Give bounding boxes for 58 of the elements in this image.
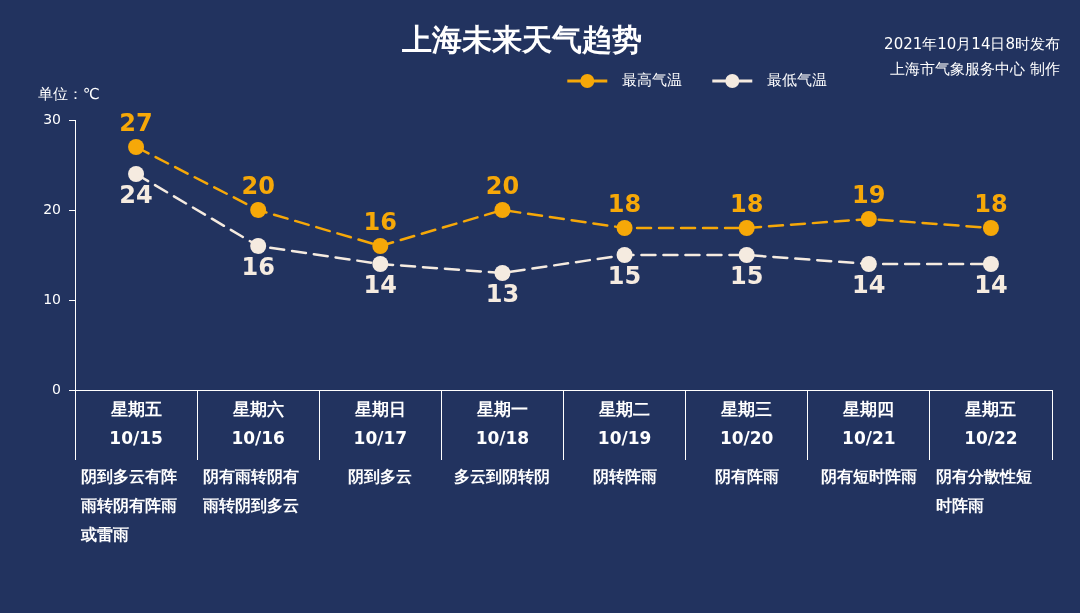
data-label: 20	[485, 172, 520, 201]
point	[128, 166, 145, 182]
x-tick-label: 星期四 10/21	[842, 398, 896, 448]
legend-label: 最低气温	[767, 70, 828, 89]
point	[494, 202, 511, 218]
data-label: 14	[852, 271, 886, 300]
data-label: 27	[119, 109, 153, 138]
y-axis-title: 单位：℃	[38, 84, 100, 103]
x-tick-label: 星期五 10/15	[109, 398, 163, 448]
chart-title: 上海未来天气趋势	[401, 21, 642, 57]
data-label: 18	[729, 190, 764, 219]
x-tick-label: 星期一 10/18	[475, 398, 530, 448]
data-label: 15	[607, 262, 642, 291]
point	[738, 247, 755, 263]
data-label: 19	[852, 181, 886, 210]
data-label: 16	[241, 253, 275, 282]
text: 阴有短时阵雨	[820, 467, 917, 487]
text: 阴到多云	[348, 467, 413, 487]
data-label: 14	[363, 271, 398, 300]
legend-label: 最高气温	[622, 70, 683, 89]
point	[738, 220, 755, 236]
x-tick-label: 星期三 10/20	[719, 398, 774, 448]
point	[982, 220, 999, 236]
data-label: 16	[363, 208, 398, 237]
point	[494, 265, 511, 281]
text: 阴有分散性短时阵雨	[935, 467, 1032, 516]
point	[616, 220, 633, 236]
text: 2021年10月14日8时发布	[884, 34, 1060, 53]
data-label: 20	[241, 172, 275, 201]
x-tick-label: 星期日 10/17	[353, 398, 408, 448]
point	[982, 256, 999, 272]
point	[616, 247, 633, 263]
text: 阴有雨转阴有雨转阴到多云	[202, 467, 300, 516]
data-label: 18	[974, 190, 1008, 219]
text: 阴转阵雨	[592, 467, 657, 487]
text: 多云到阴转阴	[454, 467, 551, 487]
text: 阴有阵雨	[714, 467, 779, 487]
data-label: 24	[119, 181, 153, 210]
point	[250, 238, 267, 254]
y-tick-label: 10	[43, 290, 61, 307]
x-tick-label: 星期六 10/16	[231, 398, 285, 448]
point	[250, 202, 267, 218]
y-tick-label: 0	[52, 380, 61, 397]
text: 阴到多云有阵雨转阴有阵雨或雷雨	[80, 467, 177, 545]
data-label: 13	[485, 280, 520, 309]
point	[372, 238, 389, 254]
point	[860, 256, 877, 272]
point	[128, 139, 145, 155]
data-label: 18	[607, 190, 642, 219]
point	[372, 256, 389, 272]
point	[860, 211, 877, 227]
data-label: 15	[729, 262, 764, 291]
y-tick-label: 30	[43, 110, 61, 127]
text: 上海市气象服务中心 制作	[890, 59, 1060, 78]
x-tick-label: 星期二 10/19	[597, 398, 652, 448]
x-tick-label: 星期五 10/22	[964, 398, 1018, 448]
y-tick-label: 20	[43, 200, 61, 217]
data-label: 14	[974, 271, 1008, 300]
